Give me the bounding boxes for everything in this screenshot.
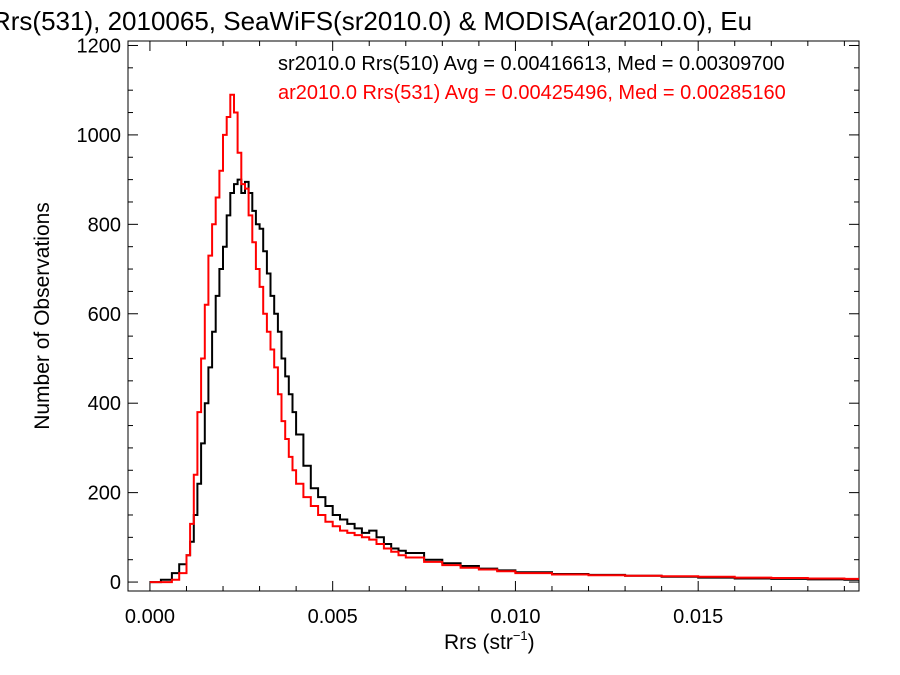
x-axis-label-sup: −1 [513,628,528,643]
series-line-black [149,178,859,584]
y-tick-label: 400 [88,393,121,415]
x-axis-label: Rrs (str−1) [444,628,535,654]
x-tick-label: 0.015 [673,606,723,628]
plot-frame [127,40,860,592]
y-axis-ticks: 0 200 400 600 800 1000 1200 [77,35,859,594]
legend-entry-black: sr2010.0 Rrs(510) Avg = 0.00416613, Med … [278,53,785,75]
y-tick-label: 600 [88,304,121,326]
legend-entry-red: ar2010.0 Rrs(531) Avg = 0.00425496, Med … [278,82,786,104]
series-line-red [149,93,859,584]
series-layer [149,93,859,584]
chart-title: Rrs(531), 2010065, SeaWiFS(sr2010.0) & M… [0,6,752,36]
x-axis-label-main: Rrs (str [444,631,513,654]
x-tick-label: 0.005 [308,606,358,628]
y-tick-label: 1000 [77,125,122,147]
x-axis-ticks: 0.000 0.005 0.010 0.015 [125,41,845,628]
y-tick-label: 0 [110,572,121,594]
x-axis-label-close: ) [528,631,535,654]
y-axis-label: Number of Observations [31,202,54,430]
y-tick-label: 800 [88,214,121,236]
x-tick-label: 0.000 [125,606,175,628]
y-tick-label: 1200 [77,35,122,57]
x-tick-label: 0.010 [490,606,540,628]
y-tick-label: 200 [88,483,121,505]
